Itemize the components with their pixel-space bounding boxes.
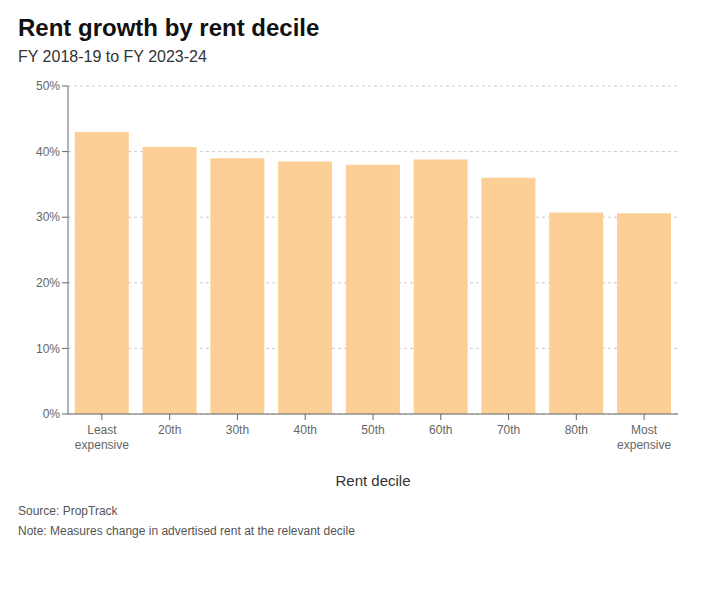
svg-text:30th: 30th [226,423,249,437]
html-text:Note: Measures change in adver: Note: Measures change in advertised rent… [18,524,355,538]
html-text:Source: PropTrack: Source: PropTrack [18,504,118,518]
html-text:FY 2018-19 to FY 2023-24: FY 2018-19 to FY 2023-24 [18,48,207,65]
svg-text:Mostexpensive: Mostexpensive [617,423,671,452]
svg-text:60th: 60th [429,423,452,437]
svg-text:Rent decile: Rent decile [335,472,410,489]
svg-text:10%: 10% [36,342,60,356]
svg-text:70th: 70th [497,423,520,437]
svg-text:40%: 40% [36,145,60,159]
html-text:Rent growth by rent decile: Rent growth by rent decile [18,14,320,41]
svg-text:0%: 0% [43,407,61,421]
svg-text:80th: 80th [565,423,588,437]
svg-text:Leastexpensive: Leastexpensive [75,423,129,452]
svg-text:50%: 50% [36,79,60,93]
svg-text:50th: 50th [361,423,384,437]
svg-text:40th: 40th [294,423,317,437]
svg-text:20%: 20% [36,276,60,290]
svg-text:30%: 30% [36,210,60,224]
svg-text:20th: 20th [158,423,181,437]
